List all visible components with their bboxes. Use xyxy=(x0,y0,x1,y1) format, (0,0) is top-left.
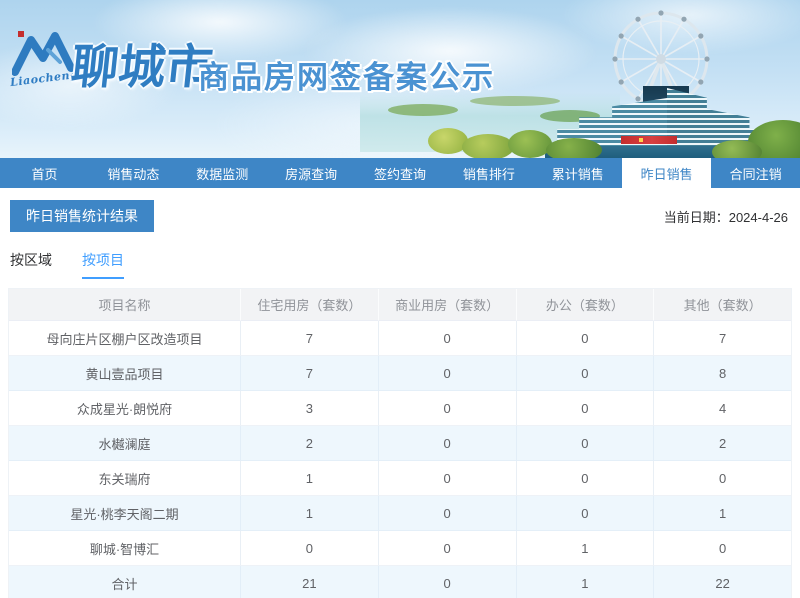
table-cell: 0 xyxy=(516,321,655,356)
tab[interactable]: 按区域 xyxy=(10,252,52,268)
table-cell: 0 xyxy=(378,496,517,531)
tab[interactable]: 按项目 xyxy=(82,250,124,279)
cloud-decoration xyxy=(300,6,600,96)
building-sign xyxy=(621,136,677,144)
section-header: 昨日销售统计结果 当前日期：2024-4-26 xyxy=(0,188,800,232)
site-subtitle: 商品房网签备案公示 xyxy=(198,60,495,95)
current-date-label: 当前日期：2024-4-26 xyxy=(663,209,788,225)
table-cell: 0 xyxy=(378,461,517,496)
sales-table: 项目名称 住宅用房（套数） 商业用房（套数） 办公（套数） 其他（套数） 母向庄片区棚户… xyxy=(8,288,792,598)
nav-item[interactable]: 昨日销售 xyxy=(622,158,712,188)
table-row: 黄山壹品项目 7 0 0 8 xyxy=(9,356,791,391)
table-cell: 0 xyxy=(516,426,655,461)
nav-item[interactable]: 首页 xyxy=(31,166,58,182)
nav-item[interactable]: 销售动态 xyxy=(107,166,160,182)
page-title: 昨日销售统计结果 xyxy=(10,200,154,232)
table-row: 东关瑞府 1 0 0 0 xyxy=(9,461,791,496)
table-cell: 2 xyxy=(241,426,379,461)
nav-item[interactable]: 累计销售 xyxy=(551,166,604,182)
table-header-cell: 住宅用房（套数） xyxy=(241,289,379,321)
view-tabs: 按区域 按项目 xyxy=(0,232,800,279)
main-nav: 首页 销售动态 数据监测 房源查询 签约查询 销售排行 累计销售 昨日销售 合同注销 xyxy=(0,158,800,188)
table-cell: 0 xyxy=(516,461,655,496)
table-body: 母向庄片区棚户区改造项目 7 0 0 7 黄山壹品项目 7 0 0 8 众成星光·朗悦府 3 0 0 4… xyxy=(9,321,791,598)
table-row: 聊城·智博汇 0 0 1 0 xyxy=(9,531,791,566)
table-cell: 0 xyxy=(378,426,517,461)
table-cell: 0 xyxy=(378,321,517,356)
table-cell: 聊城·智博汇 xyxy=(9,531,241,566)
table-cell: 8 xyxy=(654,356,791,391)
table-cell: 0 xyxy=(654,461,791,496)
table-cell: 7 xyxy=(241,321,379,356)
tree-illustration xyxy=(712,140,762,158)
table-cell: 0 xyxy=(516,391,655,426)
table-cell: 1 xyxy=(516,531,655,566)
tree-illustration xyxy=(508,130,552,158)
nav-item[interactable]: 数据监测 xyxy=(196,166,249,182)
table-cell: 0 xyxy=(379,566,517,598)
table-header-cell: 办公（套数） xyxy=(516,289,655,321)
table-row: 母向庄片区棚户区改造项目 7 0 0 7 xyxy=(9,321,791,356)
ferris-wheel-icon xyxy=(612,10,710,115)
tree-illustration xyxy=(428,128,468,154)
table-cell: 1 xyxy=(241,496,379,531)
table-cell: 4 xyxy=(654,391,791,426)
table-cell: 东关瑞府 xyxy=(9,461,241,496)
table-cell: 0 xyxy=(516,496,655,531)
table-cell: 0 xyxy=(241,531,379,566)
table-cell: 1 xyxy=(241,461,379,496)
table-header-row: 项目名称 住宅用房（套数） 商业用房（套数） 办公（套数） 其他（套数） xyxy=(9,289,791,321)
table-cell: 黄山壹品项目 xyxy=(9,356,241,391)
table-cell: 星光·桃李天阁二期 xyxy=(9,496,241,531)
table-cell: 1 xyxy=(654,496,791,531)
table-row: 众成星光·朗悦府 3 0 0 4 xyxy=(9,391,791,426)
table-cell: 合计 xyxy=(9,566,241,598)
table-cell: 0 xyxy=(378,356,517,391)
table-cell: 21 xyxy=(241,566,379,598)
table-cell: 7 xyxy=(654,321,791,356)
nav-item[interactable]: 合同注销 xyxy=(729,166,782,182)
table-cell: 0 xyxy=(378,531,517,566)
site-title: 聊城市 xyxy=(68,40,216,95)
table-cell: 母向庄片区棚户区改造项目 xyxy=(9,321,241,356)
tree-illustration xyxy=(546,138,602,158)
nav-item[interactable]: 房源查询 xyxy=(285,166,338,182)
cloud-decoration xyxy=(0,40,180,130)
city-logo-icon xyxy=(12,31,74,76)
table-cell: 众成星光·朗悦府 xyxy=(9,391,241,426)
table-row: 合计 21 0 1 22 xyxy=(9,566,791,598)
table-row: 星光·桃李天阁二期 1 0 0 1 xyxy=(9,496,791,531)
table-cell: 2 xyxy=(654,426,791,461)
table-row: 水樾澜庭 2 0 0 2 xyxy=(9,426,791,461)
table-header-cell: 其他（套数） xyxy=(654,289,791,321)
site-banner: Liaocheng 聊城市 商品房网签备案公示 xyxy=(0,0,800,158)
island-illustration xyxy=(388,104,458,116)
table-cell: 水樾澜庭 xyxy=(9,426,241,461)
table-cell: 22 xyxy=(654,566,791,598)
tree-illustration xyxy=(462,134,514,158)
island-illustration xyxy=(470,96,560,106)
table-header-cell: 商业用房（套数） xyxy=(378,289,517,321)
table-cell: 0 xyxy=(378,391,517,426)
nav-item[interactable]: 签约查询 xyxy=(374,166,427,182)
table-cell: 0 xyxy=(516,356,655,391)
table-cell: 0 xyxy=(654,531,791,566)
table-cell: 1 xyxy=(517,566,655,598)
table-header-cell: 项目名称 xyxy=(9,289,241,321)
table-cell: 3 xyxy=(241,391,379,426)
table-cell: 7 xyxy=(241,356,379,391)
nav-item[interactable]: 销售排行 xyxy=(462,166,515,182)
